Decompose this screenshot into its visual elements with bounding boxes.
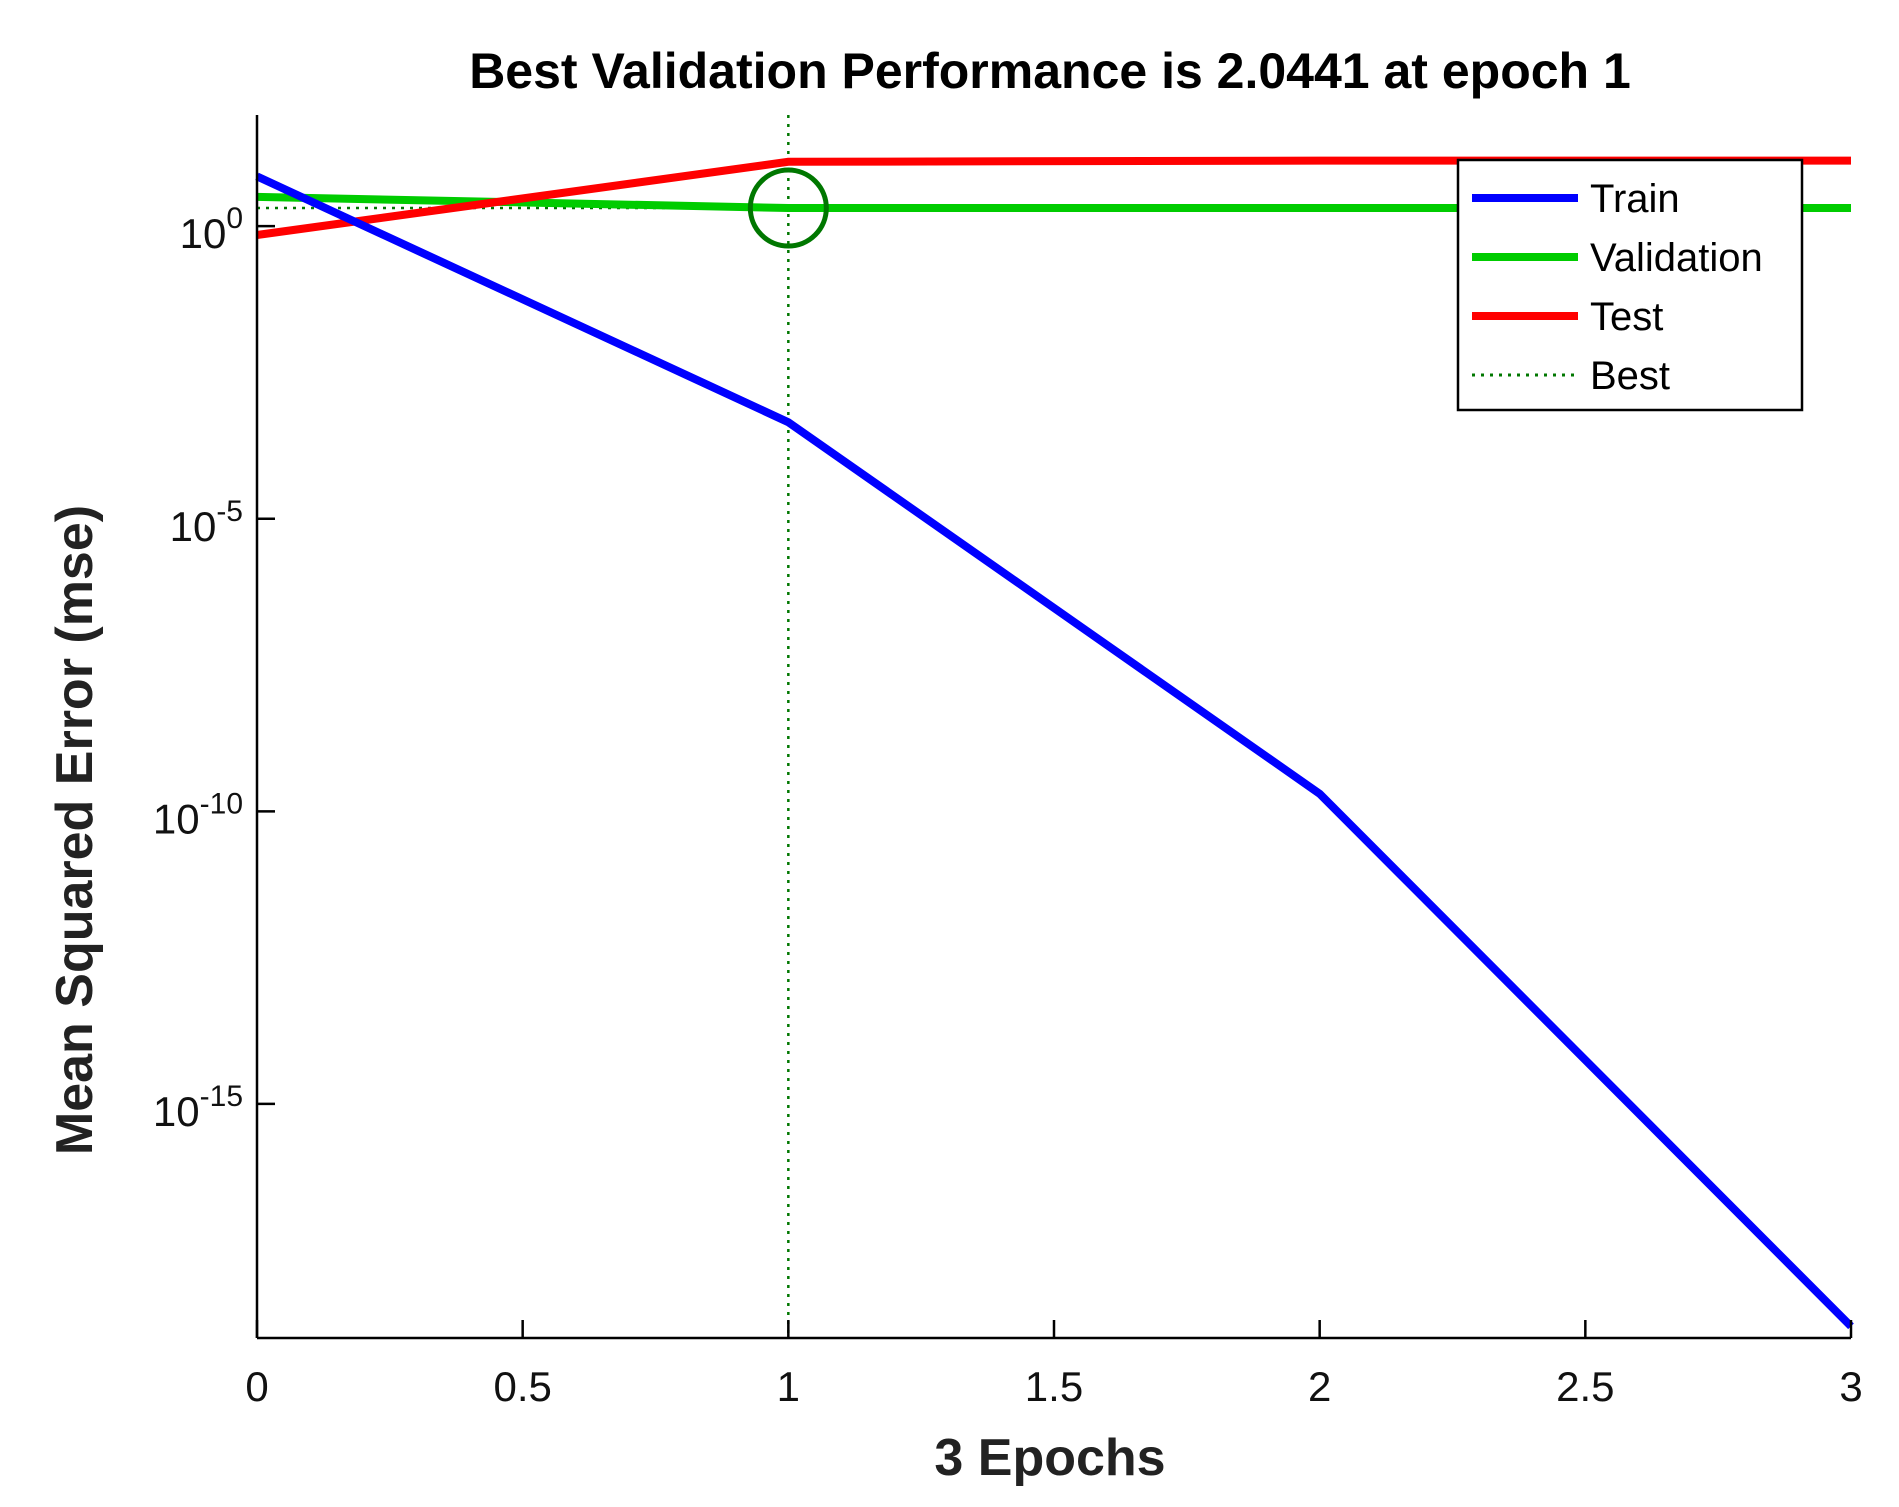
x-tick-label: 3	[1839, 1363, 1862, 1410]
best-marker-circle	[747, 167, 829, 249]
legend-label-train: Train	[1590, 177, 1680, 221]
axes: 0 0.5 1 1.5 2 2.5 3 100 10-5 10-10 10-15	[153, 115, 1863, 1410]
y-tick-label: 10-10	[153, 787, 243, 842]
y-tick-label: 100	[180, 202, 243, 257]
x-tick-label: 1.5	[1025, 1363, 1083, 1410]
x-tick-label: 0.5	[493, 1363, 551, 1410]
x-tick-label: 0	[245, 1363, 268, 1410]
y-tick-label: 10-5	[170, 495, 243, 550]
series-line-train	[255, 172, 1854, 1330]
x-tick-label: 1	[777, 1363, 800, 1410]
legend-label-best: Best	[1590, 354, 1670, 398]
legend: Train Validation Test Best	[1456, 158, 1804, 412]
legend-label-validation: Validation	[1590, 236, 1763, 280]
legend-label-test: Test	[1590, 295, 1663, 339]
y-axis-label: Mean Squared Error (mse)	[46, 505, 104, 1155]
y-tick-label: 10-15	[153, 1080, 243, 1135]
x-tick-label: 2	[1308, 1363, 1331, 1410]
x-tick-label: 2.5	[1556, 1363, 1614, 1410]
chart-title: Best Validation Performance is 2.0441 at…	[469, 43, 1631, 99]
x-axis-label: 3 Epochs	[934, 1429, 1165, 1487]
